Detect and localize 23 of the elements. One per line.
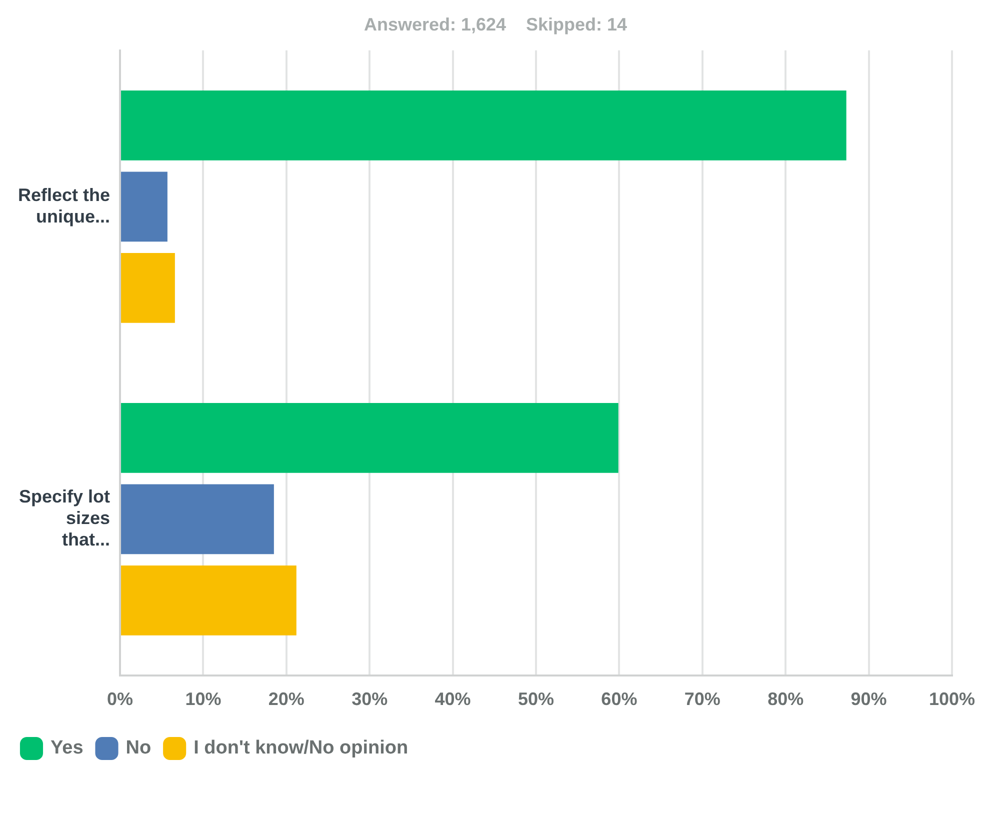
bar [121, 565, 296, 636]
x-tick-label: 90% [850, 689, 887, 710]
bar [121, 172, 168, 242]
bar [121, 90, 846, 160]
x-tick-label: 40% [434, 689, 471, 710]
x-tick-label: 60% [601, 689, 638, 710]
x-tick-label: 10% [185, 689, 222, 710]
legend-label: I don't know/No opinion [194, 738, 408, 759]
bar [121, 484, 274, 554]
x-tick-label: 0% [107, 689, 134, 710]
chart-subtitle: Answered: 1,624 Skipped: 14 [364, 14, 628, 35]
legend-label: Yes [50, 738, 84, 759]
x-tick-label: 70% [684, 689, 720, 710]
x-tick-label: 80% [768, 689, 804, 710]
x-tick-label: 100% [928, 689, 976, 710]
y-tick-label: Specify lot sizes that... [18, 486, 110, 550]
legend-label: No [126, 738, 152, 759]
x-tick-label: 30% [352, 689, 388, 710]
x-tick-label: 20% [268, 689, 304, 710]
bar [121, 402, 618, 473]
bar [121, 252, 175, 323]
x-tick-label: 50% [518, 689, 554, 710]
y-tick-label: Reflect the unique... [18, 184, 110, 226]
